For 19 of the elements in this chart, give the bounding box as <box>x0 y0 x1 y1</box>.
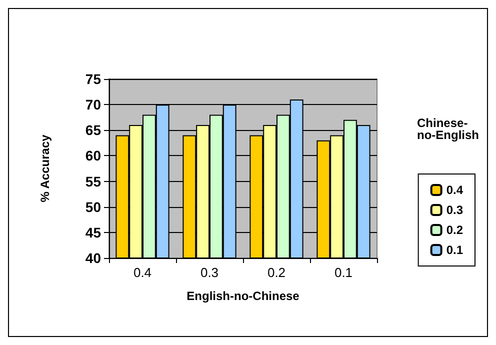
y-tick-label: 65 <box>85 122 102 138</box>
y-tick-label: 55 <box>85 173 102 190</box>
x-axis-title: English-no-Chinese <box>186 289 300 303</box>
y-tick-label: 40 <box>85 250 102 266</box>
y-tick-label: 70 <box>85 96 102 113</box>
x-tick-label: 0.3 <box>200 265 219 280</box>
legend-label: 0.4 <box>446 183 464 197</box>
legend-label: 0.1 <box>446 243 464 257</box>
x-tick-label: 0.2 <box>267 265 286 280</box>
y-tick-label: 50 <box>85 198 102 215</box>
legend-label: 0.3 <box>446 203 464 217</box>
y-tick-label: 60 <box>85 148 102 164</box>
y-tick-label: 75 <box>85 71 102 87</box>
y-axis-title: % Accuracy <box>38 134 52 202</box>
x-tick-label: 0.1 <box>334 265 353 280</box>
legend-label: 0.2 <box>446 223 464 237</box>
legend-title: Chinese-no-English <box>417 116 480 142</box>
x-tick-label: 0.4 <box>133 265 152 280</box>
y-tick-label: 45 <box>85 224 102 240</box>
